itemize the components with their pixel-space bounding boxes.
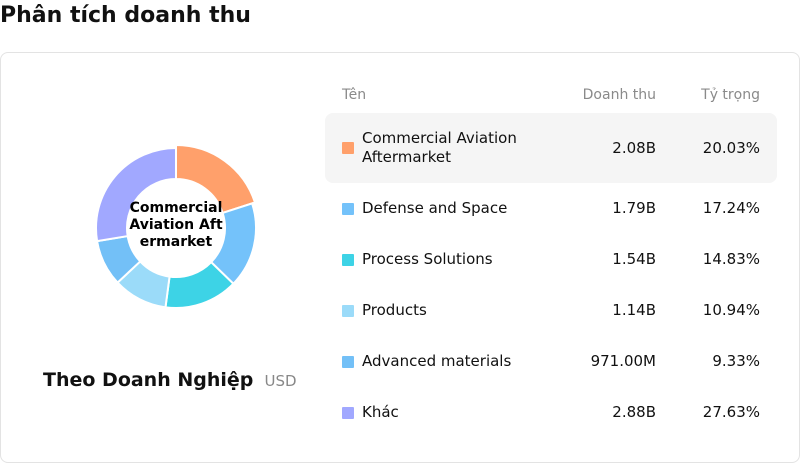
row-revenue: 971.00M <box>590 352 656 370</box>
legend-swatch <box>342 142 354 154</box>
row-revenue: 1.54B <box>612 250 656 268</box>
row-name: Advanced materials <box>362 352 512 370</box>
row-name: Commercial Aviation Aftermarket <box>362 129 517 166</box>
chart-subtitle: Theo Doanh Nghiệp <box>43 369 254 391</box>
row-revenue: 1.14B <box>612 301 656 319</box>
chart-subtitle-row: Theo Doanh Nghiệp USD <box>43 369 297 391</box>
row-name: Process Solutions <box>362 250 493 268</box>
legend-swatch <box>342 304 354 317</box>
table-row[interactable]: Commercial Aviation Aftermarket 2.08B 20.0… <box>325 113 777 183</box>
legend-swatch <box>342 406 354 419</box>
table-body: Commercial Aviation Aftermarket 2.08B 20.0… <box>325 113 777 438</box>
revenue-card: Commercial Aviation Aftermarket Theo Doa… <box>0 52 800 463</box>
header-share: Tỷ trọng <box>701 87 760 103</box>
donut-chart: Commercial Aviation Aftermarket <box>93 145 259 311</box>
row-revenue: 1.79B <box>612 199 656 217</box>
currency-unit: USD <box>264 372 297 390</box>
legend-swatch <box>342 355 354 368</box>
row-share: 14.83% <box>702 250 760 268</box>
donut-slice-0[interactable] <box>175 145 257 215</box>
row-name: Khác <box>362 403 399 421</box>
table-row[interactable]: Products 1.14B 10.94% <box>325 285 777 336</box>
legend-swatch <box>342 253 354 266</box>
table-header: Tên Doanh thu Tỷ trọng <box>325 85 777 113</box>
row-share: 9.33% <box>712 352 760 370</box>
table-row[interactable]: Defense and Space 1.79B 17.24% <box>325 183 777 234</box>
legend-swatch <box>342 202 354 215</box>
revenue-table: Tên Doanh thu Tỷ trọng Commercial Aviati… <box>325 85 777 438</box>
row-share: 27.63% <box>702 403 760 421</box>
row-revenue: 2.88B <box>612 403 656 421</box>
row-share: 10.94% <box>702 301 760 319</box>
donut-slice-5[interactable] <box>95 146 177 243</box>
row-share: 20.03% <box>702 138 760 157</box>
header-name: Tên <box>342 87 367 103</box>
header-revenue: Doanh thu <box>582 87 656 103</box>
table-row[interactable]: Process Solutions 1.54B 14.83% <box>325 234 777 285</box>
table-row[interactable]: Khác 2.88B 27.63% <box>325 387 777 438</box>
row-name: Products <box>362 301 427 319</box>
row-share: 17.24% <box>702 199 760 217</box>
table-row[interactable]: Advanced materials 971.00M 9.33% <box>325 336 777 387</box>
row-name: Defense and Space <box>362 199 508 217</box>
page-title: Phân tích doanh thu <box>0 3 251 28</box>
row-revenue: 2.08B <box>612 138 656 157</box>
donut-center-label: Commercial Aviation Aftermarket <box>129 200 223 250</box>
donut-chart-svg <box>95 145 257 309</box>
